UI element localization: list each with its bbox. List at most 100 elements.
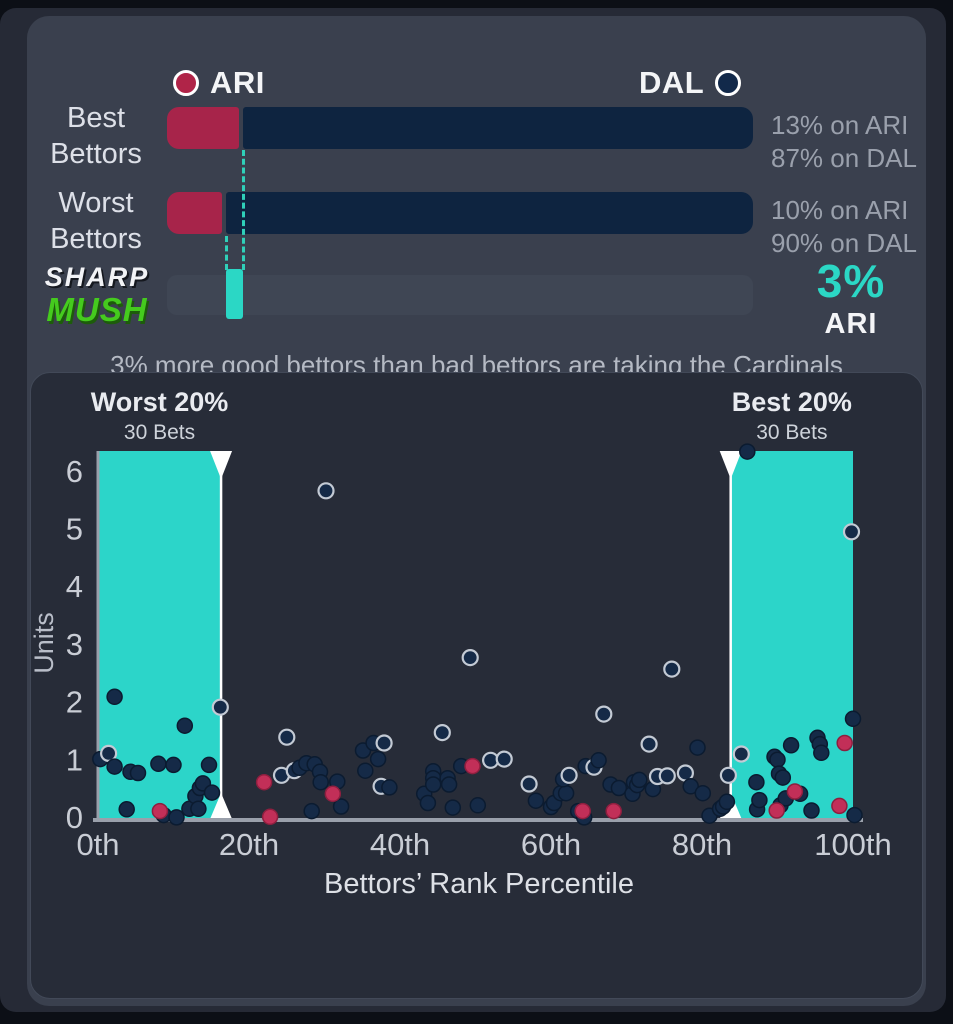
- scatter-point: [190, 800, 207, 818]
- best-bettors-split: 13% on ARI 87% on DAL: [771, 110, 917, 173]
- scatter-point: [464, 757, 481, 775]
- scatter-point: [610, 779, 628, 797]
- band-subtitle: 30 Bets: [756, 421, 827, 444]
- y-tick-label: 6: [66, 454, 83, 489]
- guide-line-worst-pct: [224, 236, 228, 270]
- scatter-point: [682, 778, 699, 795]
- y-axis-title: Units: [31, 612, 59, 674]
- scatter-point: [527, 792, 545, 809]
- hbar-0-dal: [243, 107, 753, 149]
- scatter-point: [495, 750, 513, 768]
- scatter-point: [461, 649, 479, 667]
- x-tick-label: 80th: [672, 827, 732, 862]
- scatter-point: [640, 735, 658, 753]
- bettor-rank-scatter-plot: Worst 20% 30 Bets Best 20% 30 Bets 0 1 2 3 4 5 6 Un…: [31, 387, 892, 900]
- sharpmush-logo-mush: MUSH: [46, 291, 148, 328]
- scatter-point: [129, 764, 147, 782]
- scatter-point: [574, 802, 591, 820]
- x-tick-label: 60th: [521, 827, 581, 862]
- y-tick-label: 0: [66, 800, 83, 835]
- scatter-point: [469, 797, 487, 814]
- ari-color-dot: [173, 70, 199, 96]
- scatter-point: [444, 799, 462, 816]
- scatter-point: [433, 724, 451, 742]
- guide-line-best-pct: [242, 150, 246, 270]
- scatter-point: [118, 801, 135, 818]
- ari-legend-label: ARI: [210, 65, 265, 100]
- y-tick-label: 1: [66, 742, 83, 777]
- mush-diff-team: ARI: [824, 308, 878, 340]
- sharpmush-logo-sharp: SHARP: [44, 262, 150, 292]
- scatter-point: [203, 784, 221, 801]
- scatter-point: [151, 802, 169, 820]
- scatter-point: [844, 710, 862, 728]
- scatter-point: [719, 766, 738, 784]
- hbar-1-ari: [167, 192, 222, 234]
- scatter-point: [774, 769, 792, 786]
- best-bettors-bar: [167, 107, 753, 149]
- scatter-point: [786, 783, 804, 800]
- scatter-point: [768, 802, 785, 819]
- legend-dal: DAL: [639, 65, 742, 100]
- worst-bettors-bar: [167, 192, 753, 234]
- dal-legend-label: DAL: [639, 65, 705, 100]
- mush-diff-percent: 3%: [816, 255, 886, 307]
- scatter-point: [590, 752, 607, 769]
- scatter-point: [168, 809, 185, 826]
- scatter-point: [560, 766, 578, 784]
- best-bettors-label: Best Bettors: [50, 102, 142, 170]
- worst-bettors-label: Worst Bettors: [50, 187, 142, 255]
- scatter-point: [605, 802, 622, 820]
- scatter-point: [520, 775, 538, 793]
- mush-diff-block: [225, 269, 244, 319]
- scatter-point: [631, 771, 648, 789]
- scatter-point: [419, 794, 437, 812]
- dal-color-dot: [715, 70, 742, 96]
- worst-bettors-split: 10% on ARI 90% on DAL: [771, 195, 917, 258]
- scatter-point: [782, 737, 800, 754]
- y-tick-label: 4: [66, 569, 83, 604]
- scatter-point: [557, 784, 575, 802]
- x-tick-label: 0th: [76, 827, 119, 862]
- y-tick-label: 3: [66, 627, 83, 662]
- scatter-point: [663, 660, 681, 678]
- scatter-point: [150, 755, 167, 773]
- band-subtitle: 30 Bets: [124, 421, 195, 444]
- legend-ari: ARI: [173, 65, 265, 100]
- scatter-point: [261, 808, 279, 826]
- scatter-point: [200, 756, 218, 774]
- scatter-point: [751, 791, 768, 809]
- band-notch-top: [210, 451, 233, 479]
- band-notch-top: [719, 451, 742, 479]
- sharpmush-widget-card: ARI DAL Best Bettors 13% on ARI 87% on D…: [27, 16, 926, 1006]
- band-title: Worst 20%: [91, 387, 229, 417]
- scatter-point: [836, 734, 853, 752]
- scatter-point: [312, 773, 329, 791]
- scatter-point: [769, 751, 786, 768]
- scatter-point: [211, 698, 229, 716]
- scatter-point: [689, 739, 706, 756]
- highlight-band: [730, 451, 853, 819]
- scatter-point: [732, 745, 750, 763]
- scatter-point: [357, 762, 374, 779]
- scatter-point: [440, 776, 458, 793]
- scatter-point: [803, 802, 820, 819]
- band-notch-bottom: [210, 793, 233, 819]
- mush-diff-track: [167, 275, 753, 315]
- hbar-0-ari: [167, 107, 240, 149]
- band-title: Best 20%: [732, 387, 852, 417]
- scatter-chart-panel: Worst 20% 30 Bets Best 20% 30 Bets 0 1 2 3 4 5 6 Un…: [30, 372, 923, 999]
- scatter-point: [106, 688, 123, 706]
- scatter-point: [369, 750, 387, 768]
- scatter-point: [694, 784, 712, 802]
- scatter-point: [658, 767, 676, 785]
- scatter-point: [255, 773, 273, 791]
- scatter-point: [595, 705, 613, 723]
- scatter-point: [739, 443, 756, 460]
- x-axis-title: Bettors’ Rank Percentile: [324, 868, 634, 900]
- scatter-point: [813, 744, 830, 762]
- scatter-point: [748, 773, 765, 791]
- scatter-point: [718, 793, 736, 811]
- hbar-1-dal: [225, 192, 753, 234]
- scatter-point: [176, 717, 194, 734]
